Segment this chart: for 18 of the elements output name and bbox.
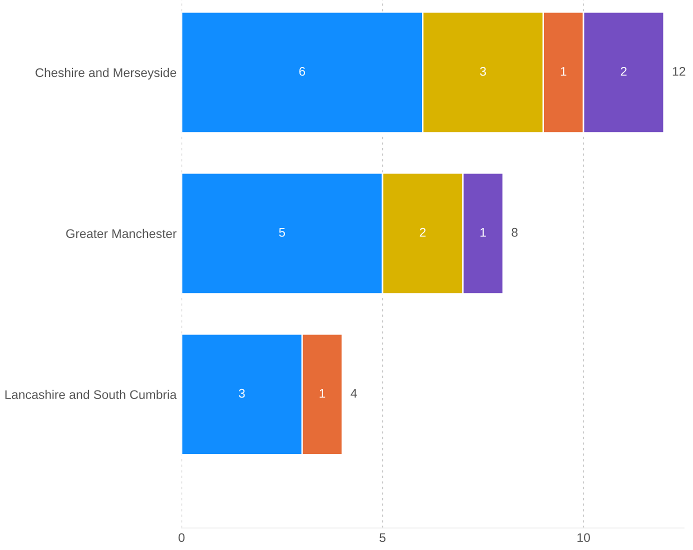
- data-label: 3: [480, 66, 486, 76]
- y-tick-label: Greater Manchester: [66, 228, 177, 238]
- total-label: 4: [350, 389, 357, 398]
- total-label: 12: [672, 66, 686, 76]
- total-label: 8: [512, 228, 518, 237]
- x-tick-label: 10: [578, 533, 590, 542]
- data-label: 2: [620, 66, 627, 76]
- data-label: 1: [480, 228, 486, 237]
- y-tick-label: Lancashire and South Cumbria: [5, 390, 177, 400]
- data-label: 1: [560, 67, 566, 76]
- data-label: 6: [299, 66, 306, 76]
- x-tick-label: 0: [178, 533, 185, 542]
- y-tick-label: Cheshire and Merseyside: [36, 68, 176, 80]
- data-label: 5: [279, 228, 286, 237]
- data-label: 2: [420, 228, 426, 237]
- x-tick-label: 5: [380, 533, 386, 542]
- data-label: 1: [320, 389, 326, 398]
- data-label: 3: [238, 388, 245, 398]
